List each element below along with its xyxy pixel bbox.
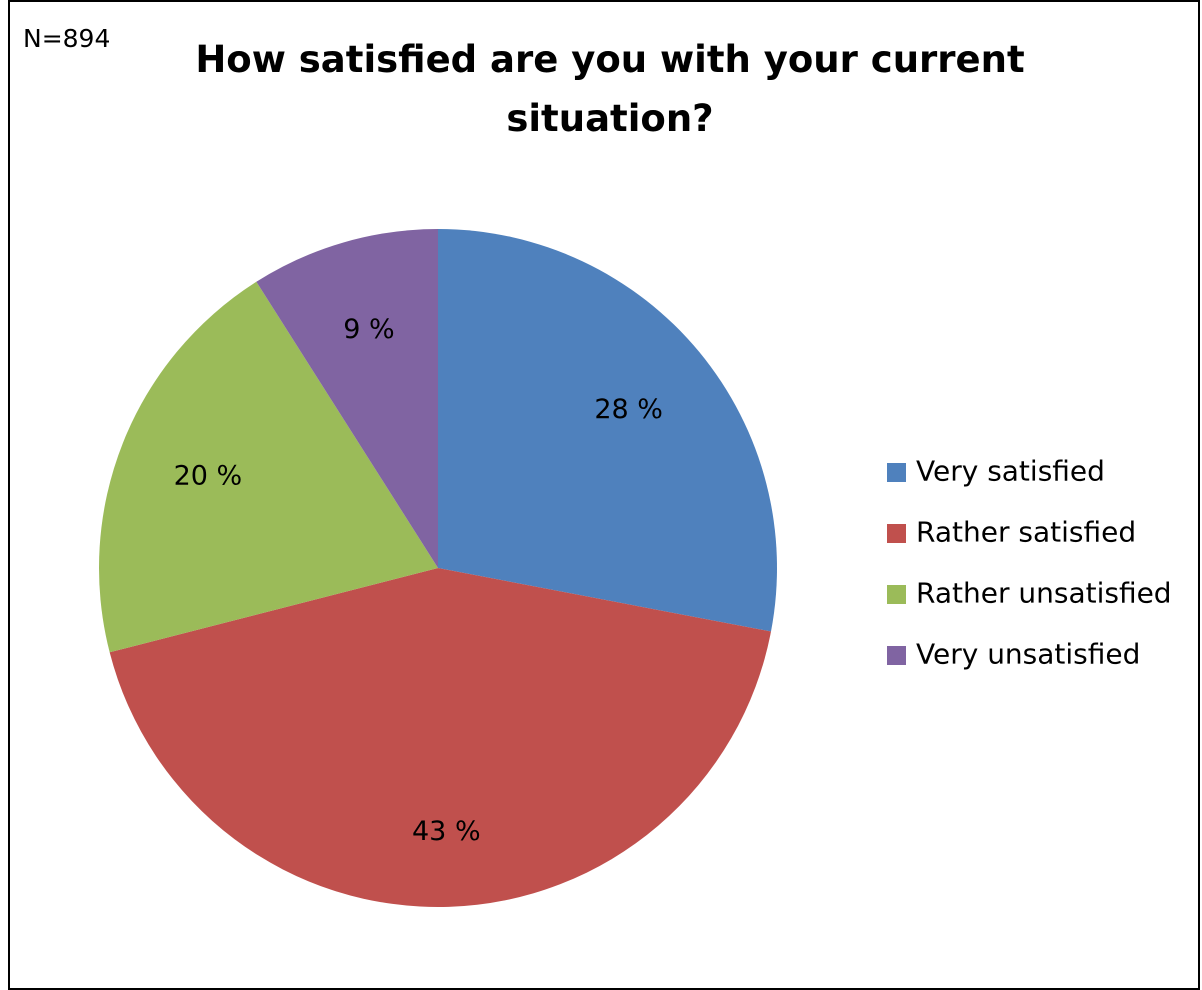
legend-swatch-very-satisfied [887,463,906,482]
legend-swatch-rather-unsatisfied [887,585,906,604]
legend-swatch-very-unsatisfied [887,646,906,665]
legend-label-very-satisfied: Very satisfied [916,455,1105,488]
sample-size-label: N=894 [23,24,110,53]
data-label-rather-unsatisfied: 20 % [174,460,243,491]
pie-slices [98,229,777,907]
pie-slice-very-satisfied [438,229,777,632]
chart-title-line-2: situation? [506,97,713,140]
data-label-very-satisfied: 28 % [594,394,663,425]
legend-label-very-unsatisfied: Very unsatisfied [916,638,1140,671]
data-label-very-unsatisfied: 9 % [343,314,394,345]
pie-slice-rather-satisfied [109,568,771,907]
legend-label-rather-unsatisfied: Rather unsatisfied [916,577,1172,610]
pie-data-labels: 28 % 43 % 20 % 9 % [174,314,663,847]
legend-swatch-rather-satisfied [887,524,906,543]
legend-label-rather-satisfied: Rather satisfied [916,516,1136,549]
pie-slice-rather-unsatisfied [98,281,438,653]
chart-title-line-1: How satisfied are you with your current [195,38,1024,81]
data-label-rather-satisfied: 43 % [412,816,481,847]
legend: Very satisfied Rather satisfied Rather uns… [887,455,1172,671]
pie-slice-very-unsatisfied [256,229,438,568]
